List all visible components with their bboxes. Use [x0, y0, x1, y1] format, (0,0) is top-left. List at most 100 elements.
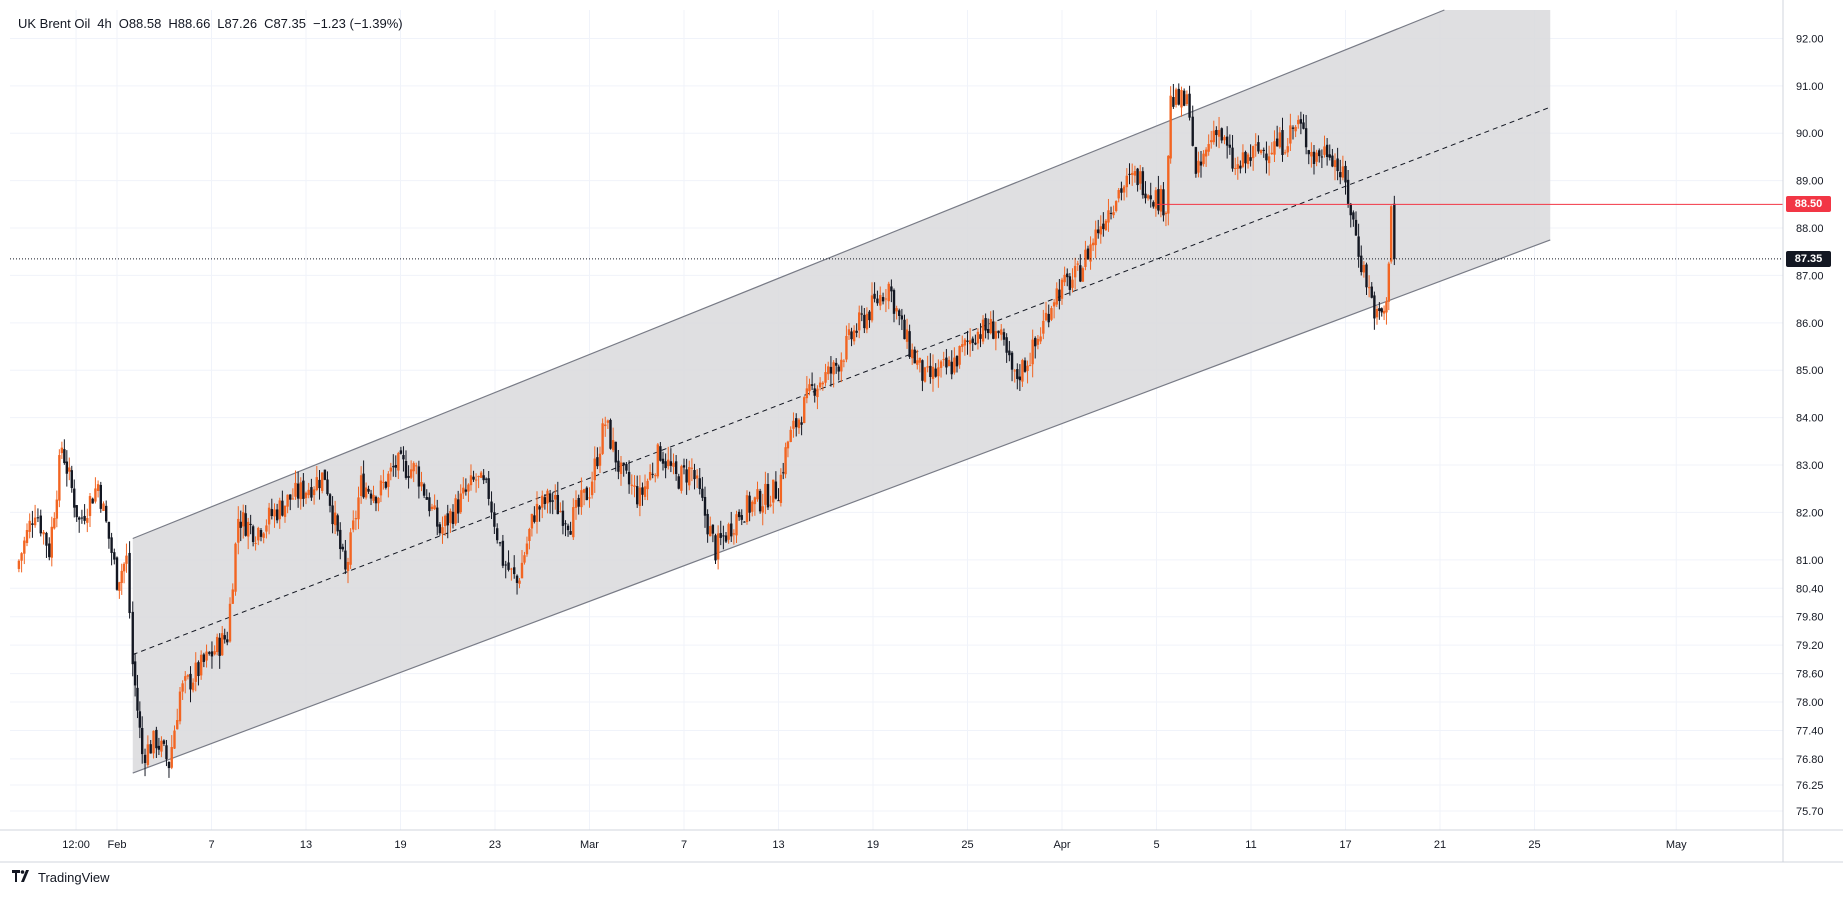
candle-body [477, 475, 480, 478]
channel-lower-line[interactable] [132, 239, 1551, 774]
candle-body [789, 429, 792, 442]
candle-body [70, 470, 73, 488]
candle-body [1302, 122, 1305, 129]
candle-body [827, 366, 830, 375]
candle-body [1133, 171, 1137, 176]
candle-body [523, 555, 526, 563]
candle-body [680, 466, 683, 491]
candle-body [535, 503, 539, 522]
candle-body [474, 479, 478, 481]
candle-body [1131, 172, 1134, 175]
candle-body [619, 462, 623, 474]
candle-body [923, 367, 927, 382]
candle-body [482, 475, 485, 481]
candle-body [80, 517, 84, 519]
candle-body [786, 441, 790, 449]
candle-body [593, 458, 596, 481]
candle-body [294, 482, 297, 497]
candle-body [487, 478, 490, 499]
candle-body [782, 472, 785, 474]
candle-body [1204, 149, 1208, 157]
candle-body [963, 339, 967, 346]
candle-body [1018, 376, 1022, 381]
y-tick-label: 78.60 [1796, 669, 1824, 681]
candle-body [128, 552, 131, 614]
candle-body [1259, 150, 1263, 153]
candle-body [1063, 274, 1066, 283]
candle-body [638, 487, 642, 507]
candle-body [1094, 229, 1097, 246]
candle-body [312, 489, 316, 496]
candle-body [464, 489, 468, 492]
candle-body [735, 514, 738, 536]
candle-body [1299, 119, 1303, 124]
candle-body [810, 384, 814, 386]
candle-body [1036, 338, 1040, 345]
candle-body [719, 533, 722, 538]
candle-body [722, 535, 725, 537]
channel-fill [132, 10, 1551, 774]
candle-body [976, 331, 980, 344]
candle-body [672, 462, 675, 467]
candle-body [1188, 93, 1191, 118]
candle-body [590, 481, 594, 496]
candle-body [884, 298, 888, 300]
y-tick-label: 76.25 [1796, 780, 1824, 792]
candle-body [273, 509, 276, 517]
x-tick-label: 25 [1528, 839, 1540, 851]
candle-body [133, 661, 137, 686]
candle-body [1389, 206, 1393, 262]
candle-body [259, 529, 263, 537]
x-tick-label: Feb [108, 839, 127, 851]
candle-body [441, 527, 444, 534]
candle-body [1349, 203, 1352, 216]
candle-body [1194, 147, 1198, 174]
candle-body [682, 465, 686, 468]
candle-body [876, 298, 879, 304]
candle-body [910, 349, 914, 359]
candle-body [651, 473, 654, 475]
tradingview-brand[interactable]: TradingView [12, 869, 110, 885]
candle-body [1026, 365, 1029, 371]
candle-body [33, 517, 37, 526]
candle-body [417, 466, 421, 487]
y-tick-label: 76.80 [1796, 754, 1824, 766]
candle-body [1120, 188, 1123, 193]
candle-body [711, 524, 715, 534]
candle-body [157, 745, 161, 750]
candle-body [916, 360, 919, 365]
candle-body [577, 497, 580, 507]
candle-body [1360, 255, 1363, 273]
candle-body [745, 495, 749, 523]
candle-body [155, 729, 158, 749]
candle-body [971, 338, 974, 343]
candle-body [254, 542, 257, 544]
candle-body [937, 367, 940, 377]
channel-upper-line[interactable] [132, 9, 1445, 540]
x-tick-label: May [1666, 839, 1687, 851]
candle-body [546, 490, 549, 504]
candle-body [372, 494, 375, 501]
candle-body [136, 687, 139, 711]
candle-body [900, 315, 904, 320]
candle-body [1169, 95, 1172, 159]
candle-body [868, 311, 871, 321]
candle-body [265, 525, 268, 532]
candle-body [496, 528, 499, 541]
symbol-name[interactable]: UK Brent Oil [18, 16, 91, 31]
candle-body [1146, 195, 1150, 199]
candle-body [1042, 320, 1045, 334]
candle-body [202, 654, 206, 662]
candle-body [551, 500, 554, 502]
candle-body [1254, 144, 1257, 146]
candle-body [942, 359, 945, 361]
candle-body [242, 512, 245, 527]
candle-body [777, 500, 780, 502]
candle-body [352, 520, 355, 530]
candle-body [808, 384, 811, 392]
interval-label[interactable]: 4h [97, 16, 112, 31]
candle-body [764, 483, 767, 505]
candle-body [881, 297, 885, 302]
